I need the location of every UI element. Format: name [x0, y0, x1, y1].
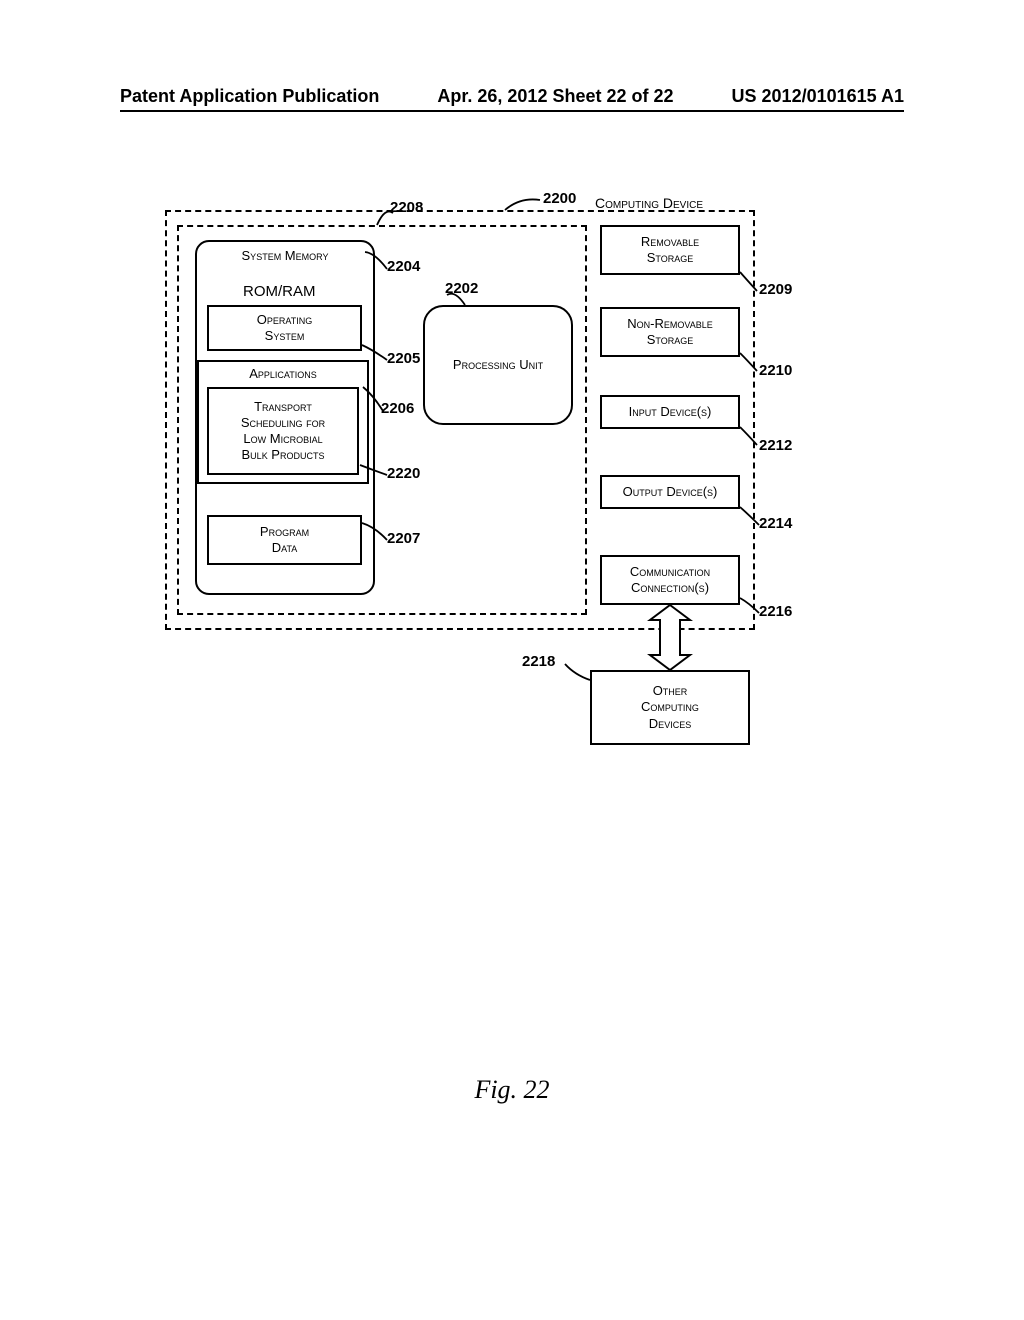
comm-l1: Communication	[630, 564, 710, 580]
program-data-l1: Program	[260, 524, 309, 540]
applications-title: Applications	[249, 366, 317, 382]
output-devices-label: Output Device(s)	[623, 484, 718, 500]
ref-2205: 2205	[387, 350, 420, 367]
page-header: Patent Application Publication Apr. 26, …	[120, 86, 904, 107]
program-data-l2: Data	[272, 540, 298, 556]
transport-scheduling-box: Transport Scheduling for Low Microbial B…	[207, 387, 359, 475]
communication-connections-box: Communication Connection(s)	[600, 555, 740, 605]
transport-l1: Transport	[254, 399, 312, 415]
figure-caption: Fig. 22	[0, 1075, 1024, 1105]
nonremovable-l1: Non-Removable	[627, 316, 712, 332]
removable-l1: Removable	[641, 234, 699, 250]
ref-2206: 2206	[381, 400, 414, 417]
ref-2214: 2214	[759, 515, 792, 532]
rom-ram-label: ROM/RAM	[243, 283, 316, 300]
block-diagram: Computing Device System Memory ROM/RAM O…	[165, 195, 765, 775]
header-rule	[120, 110, 904, 112]
ref-2204: 2204	[387, 258, 420, 275]
ref-2212: 2212	[759, 437, 792, 454]
input-devices-box: Input Device(s)	[600, 395, 740, 429]
comm-l2: Connection(s)	[631, 580, 709, 596]
ref-2218: 2218	[522, 653, 555, 670]
program-data-box: Program Data	[207, 515, 362, 565]
ref-2210: 2210	[759, 362, 792, 379]
removable-l2: Storage	[647, 250, 694, 266]
ref-2209: 2209	[759, 281, 792, 298]
processing-unit-label: Processing Unit	[453, 357, 543, 373]
other-computing-devices-box: Other Computing Devices	[590, 670, 750, 745]
processing-unit-box: Processing Unit	[423, 305, 573, 425]
nonremovable-storage-box: Non-Removable Storage	[600, 307, 740, 357]
transport-l4: Bulk Products	[242, 447, 325, 463]
header-right: US 2012/0101615 A1	[732, 86, 904, 107]
nonremovable-l2: Storage	[647, 332, 694, 348]
other-l1: Other	[653, 683, 688, 699]
output-devices-box: Output Device(s)	[600, 475, 740, 509]
ref-2208: 2208	[390, 199, 423, 216]
os-line1: Operating	[257, 312, 312, 328]
transport-l3: Low Microbial	[243, 431, 322, 447]
ref-2216: 2216	[759, 603, 792, 620]
other-l2: Computing	[641, 699, 699, 715]
removable-storage-box: Removable Storage	[600, 225, 740, 275]
operating-system-box: Operating System	[207, 305, 362, 351]
computing-device-label: Computing Device	[595, 195, 703, 211]
page: Patent Application Publication Apr. 26, …	[0, 0, 1024, 1320]
header-left: Patent Application Publication	[120, 86, 379, 107]
ref-2200: 2200	[543, 190, 576, 207]
ref-2202: 2202	[445, 280, 478, 297]
ref-2207: 2207	[387, 530, 420, 547]
transport-l2: Scheduling for	[241, 415, 325, 431]
other-l3: Devices	[649, 716, 691, 732]
ref-2220: 2220	[387, 465, 420, 482]
system-memory-title: System Memory	[242, 248, 329, 264]
header-center: Apr. 26, 2012 Sheet 22 of 22	[437, 86, 673, 107]
input-devices-label: Input Device(s)	[629, 404, 712, 420]
os-line2: System	[265, 328, 305, 344]
